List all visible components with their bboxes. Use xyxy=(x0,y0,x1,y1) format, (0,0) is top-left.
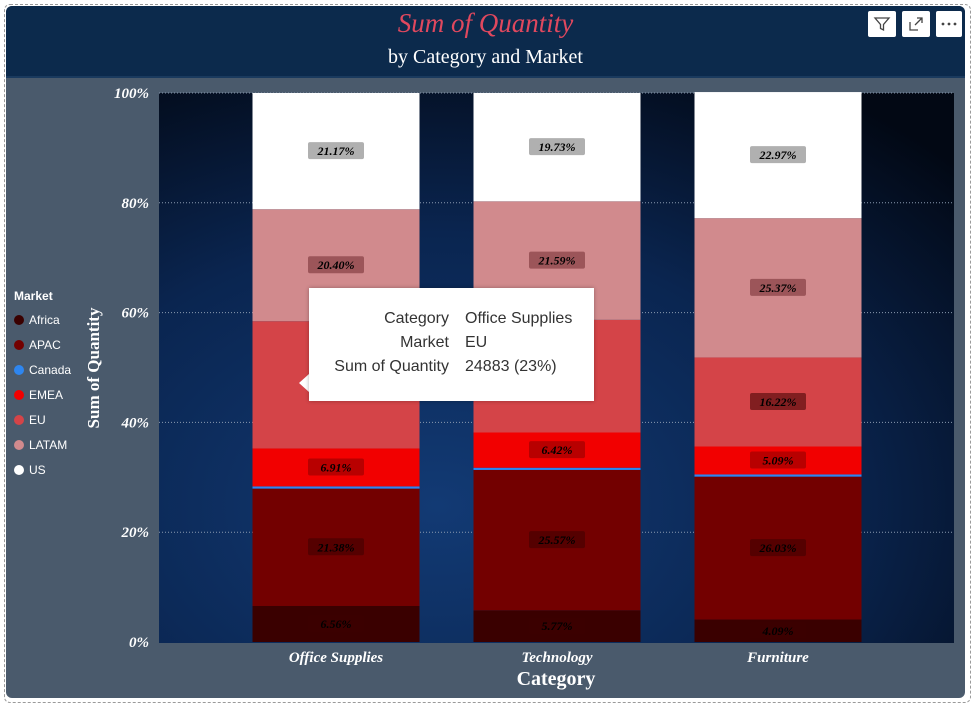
legend-label: EMEA xyxy=(29,387,64,402)
data-label: 19.73% xyxy=(539,140,576,154)
data-label: 26.03% xyxy=(759,541,797,555)
tooltip-key: Sum of Quantity xyxy=(334,358,449,375)
data-label-background xyxy=(750,278,806,296)
data-label: 6.91% xyxy=(321,460,352,474)
legend-marker xyxy=(14,314,24,325)
bar-segment-canada[interactable] xyxy=(473,467,641,470)
y-tick-label: 80% xyxy=(122,196,150,212)
data-label-background xyxy=(529,251,585,269)
data-label-background xyxy=(308,256,364,274)
data-label: 21.38% xyxy=(317,540,355,554)
legend-item-apac[interactable]: APAC xyxy=(14,332,71,357)
data-label-background xyxy=(529,138,585,156)
tooltip-key: Market xyxy=(400,334,449,351)
bar-segment-canada[interactable] xyxy=(694,474,862,477)
data-label: 4.09% xyxy=(762,624,794,638)
filter-button[interactable] xyxy=(868,11,896,37)
legend-item-us[interactable]: US xyxy=(14,457,71,482)
legend-marker xyxy=(14,464,24,475)
y-tick-label: 40% xyxy=(121,415,150,431)
data-label-background xyxy=(750,621,806,639)
chart-title: Sum of Quantity xyxy=(397,8,574,38)
legend-title: Market xyxy=(14,289,53,303)
legend-marker xyxy=(14,339,24,350)
data-label-background xyxy=(529,531,585,549)
legend-item-emea[interactable]: EMEA xyxy=(14,382,71,407)
y-tick-label: 60% xyxy=(122,306,150,322)
y-axis-title: Sum of Quantity xyxy=(84,307,103,428)
chart-subtitle: by Category and Market xyxy=(388,46,583,68)
tooltip-value: Office Supplies xyxy=(465,310,573,327)
legend-label: Africa xyxy=(29,312,60,327)
data-label: 16.22% xyxy=(760,395,797,409)
data-label-background xyxy=(750,146,806,164)
data-label-background xyxy=(308,538,364,556)
legend: Market Africa APAC Canada EMEA EU LATAM US xyxy=(14,289,71,482)
y-tick-label: 20% xyxy=(121,525,150,541)
legend-marker xyxy=(14,439,24,450)
data-label-background xyxy=(308,614,364,632)
focus-mode-button[interactable] xyxy=(902,11,930,37)
data-label: 6.42% xyxy=(542,443,573,457)
more-options-button[interactable] xyxy=(936,11,962,37)
data-label-background xyxy=(750,539,806,557)
legend-item-latam[interactable]: LATAM xyxy=(14,432,71,457)
legend-marker xyxy=(14,364,24,375)
x-tick-label: Technology xyxy=(521,650,592,666)
data-label-background xyxy=(750,451,806,469)
legend-label: APAC xyxy=(29,337,61,352)
data-label: 21.59% xyxy=(538,254,576,268)
tooltip-value: EU xyxy=(465,334,488,351)
data-label-background xyxy=(529,617,585,635)
data-label: 5.09% xyxy=(763,453,794,467)
data-label-background xyxy=(308,142,364,160)
legend-item-africa[interactable]: Africa xyxy=(14,307,71,332)
tooltip-value: 24883 (23%) xyxy=(465,358,557,375)
x-tick-label: Furniture xyxy=(746,650,809,666)
legend-item-eu[interactable]: EU xyxy=(14,407,71,432)
legend-marker xyxy=(14,389,24,400)
tooltip-pointer xyxy=(299,374,309,392)
tooltip: Category Office Supplies Market EU Sum of Qu… xyxy=(309,288,594,401)
x-tick-label: Office Supplies xyxy=(289,650,383,666)
y-tick-label: 0% xyxy=(129,635,149,651)
legend-label: US xyxy=(29,462,46,477)
legend-marker xyxy=(14,414,24,425)
legend-item-canada[interactable]: Canada xyxy=(14,357,71,382)
tooltip-key: Category xyxy=(384,310,449,327)
visual-frame xyxy=(4,4,971,703)
data-label: 6.56% xyxy=(321,617,352,631)
filter-icon xyxy=(873,17,891,32)
data-label: 25.37% xyxy=(759,281,797,295)
data-label-background xyxy=(529,441,585,459)
data-label: 5.77% xyxy=(542,619,573,633)
data-label-background xyxy=(750,392,806,410)
more-options-icon xyxy=(941,22,957,26)
legend-label: LATAM xyxy=(29,437,68,452)
data-label-background xyxy=(308,458,364,476)
x-axis-title: Category xyxy=(517,668,596,690)
chart-header: Sum of Quantity by Category and Market xyxy=(6,6,965,78)
y-tick-label: 100% xyxy=(114,86,149,102)
data-label: 25.57% xyxy=(538,533,576,547)
data-label: 22.97% xyxy=(759,148,797,162)
bar-segment-canada[interactable] xyxy=(252,486,420,489)
chart-visual[interactable]: Sum of Quantity by Category and Market M… xyxy=(6,6,965,698)
focus-mode-icon xyxy=(909,17,923,31)
data-label: 21.17% xyxy=(317,144,355,158)
data-label: 20.40% xyxy=(317,258,355,272)
legend-label: Canada xyxy=(29,362,72,377)
legend-label: EU xyxy=(29,412,46,427)
